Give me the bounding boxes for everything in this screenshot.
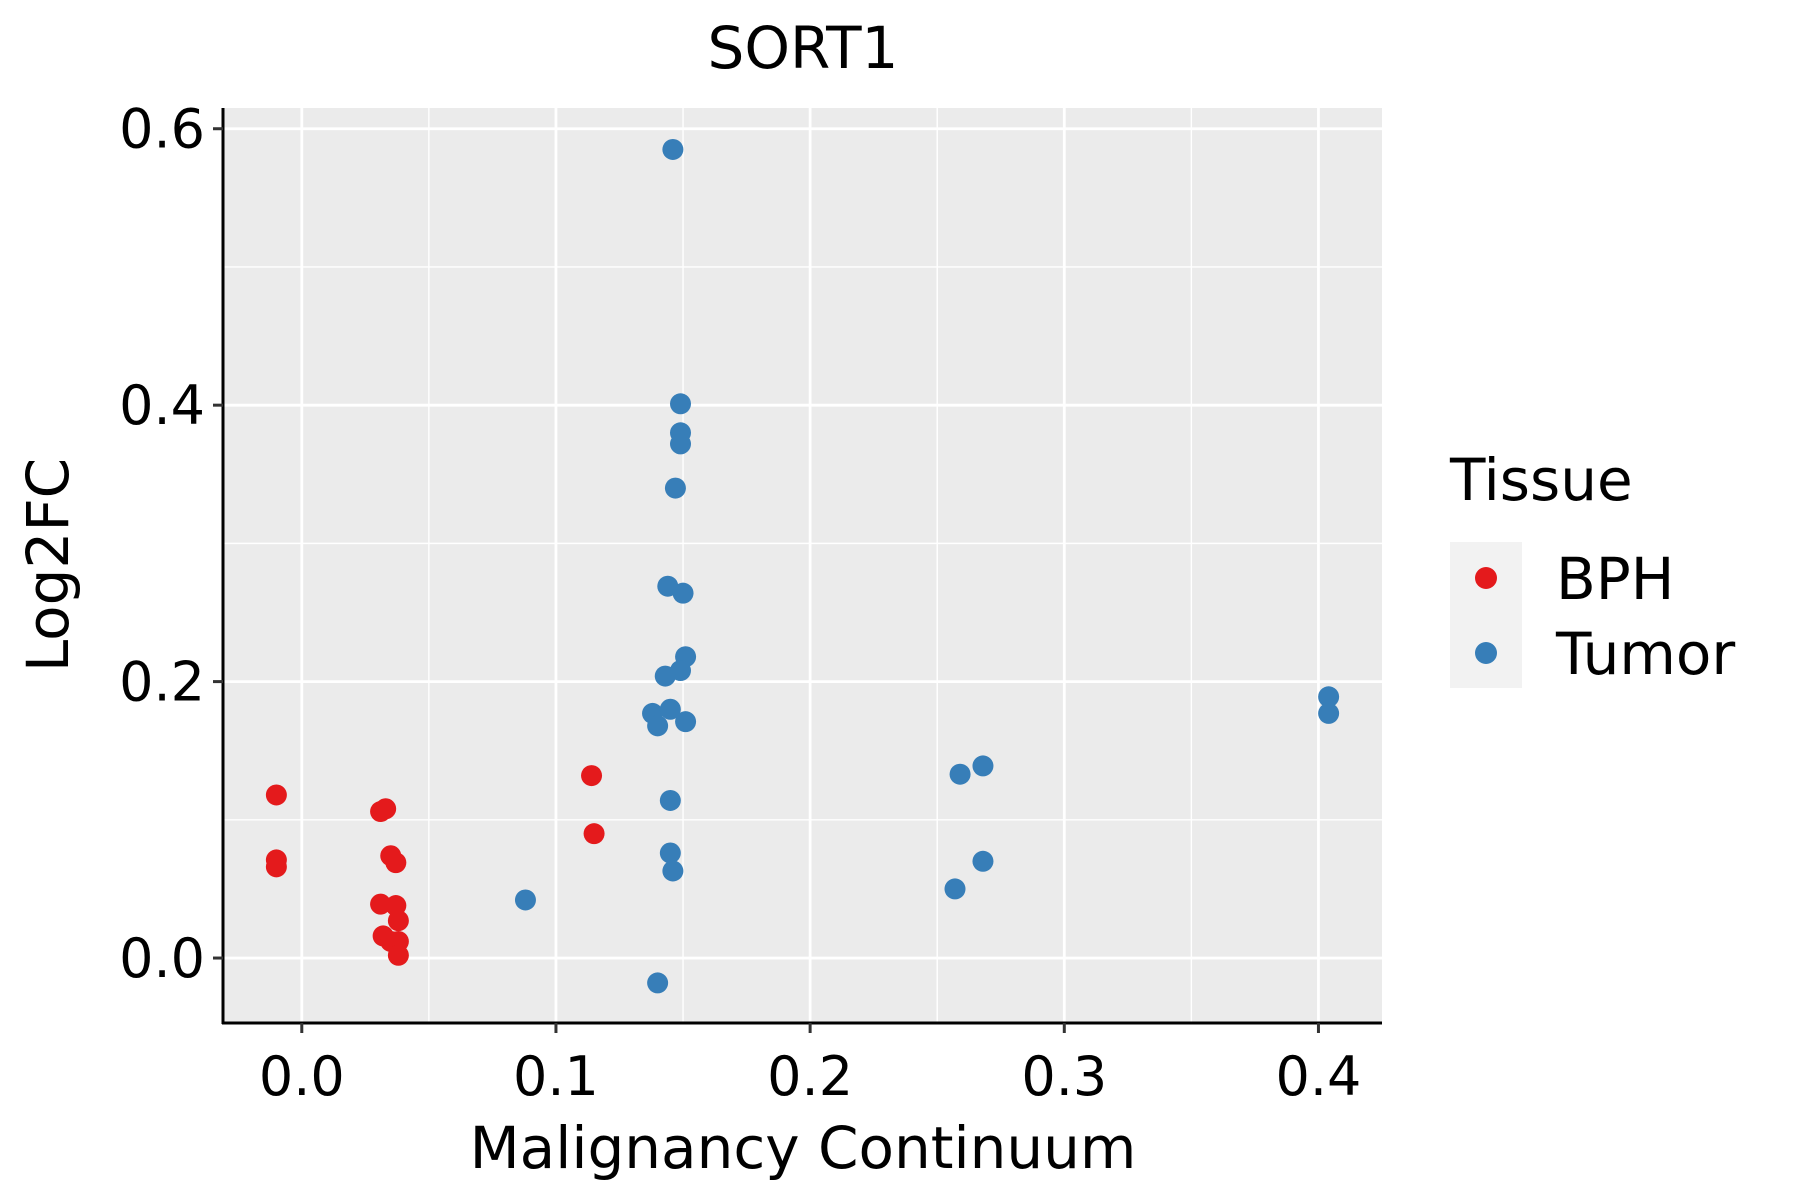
tumor-legend-label: Tumor bbox=[1555, 620, 1735, 688]
tumor-point bbox=[949, 763, 971, 785]
tumor-point bbox=[670, 433, 691, 455]
x-tick-label: 0.1 bbox=[513, 1045, 599, 1108]
bph-point bbox=[387, 944, 409, 966]
tumor-point bbox=[1318, 702, 1340, 724]
tumor-point bbox=[972, 755, 994, 777]
x-tick-label: 0.0 bbox=[259, 1045, 345, 1108]
bph-legend-key bbox=[1475, 567, 1497, 589]
tumor-point bbox=[1318, 686, 1340, 708]
data-points bbox=[265, 138, 1340, 994]
tumor-point bbox=[654, 665, 676, 687]
tumor-point bbox=[664, 477, 686, 499]
y-axis-label: Log2FC bbox=[14, 458, 82, 672]
tumor-point bbox=[675, 711, 697, 733]
x-tick-label: 0.3 bbox=[1021, 1045, 1107, 1108]
x-tick-label: 0.4 bbox=[1276, 1045, 1362, 1108]
y-tick-label: 0.6 bbox=[119, 98, 205, 161]
bph-point bbox=[375, 798, 397, 820]
legend-key-background bbox=[1450, 542, 1522, 688]
tumor-point bbox=[647, 972, 669, 994]
bph-point bbox=[583, 823, 605, 845]
bph-point bbox=[385, 852, 407, 874]
bph-point bbox=[370, 893, 392, 915]
tumor-point bbox=[670, 393, 691, 415]
tumor-legend-key bbox=[1475, 642, 1497, 664]
bph-point bbox=[265, 784, 287, 806]
bph-point bbox=[387, 910, 409, 932]
y-tick-label: 0.4 bbox=[119, 374, 205, 437]
bph-legend-label: BPH bbox=[1556, 545, 1674, 613]
tumor-point bbox=[647, 715, 669, 737]
x-axis-ticks: 0.0 0.1 0.2 0.3 0.4 bbox=[259, 1023, 1362, 1108]
major-gridlines bbox=[223, 108, 1382, 1023]
legend: Tissue BPH Tumor bbox=[1449, 446, 1735, 688]
bph-point bbox=[581, 765, 603, 787]
tumor-point bbox=[659, 698, 681, 720]
tumor-point bbox=[662, 860, 684, 882]
legend-title: Tissue bbox=[1449, 446, 1633, 514]
minor-gridlines bbox=[223, 108, 1382, 1023]
y-tick-label: 0.0 bbox=[119, 927, 205, 990]
chart-title: SORT1 bbox=[708, 14, 899, 82]
y-tick-label: 0.2 bbox=[119, 651, 205, 714]
tumor-point bbox=[659, 842, 681, 864]
tumor-point bbox=[944, 878, 966, 900]
tumor-point bbox=[672, 582, 694, 604]
x-tick-label: 0.2 bbox=[767, 1045, 853, 1108]
x-axis-label: Malignancy Continuum bbox=[470, 1114, 1137, 1182]
bph-point bbox=[265, 856, 287, 878]
tumor-point bbox=[972, 850, 994, 872]
y-axis-ticks: 0.0 0.2 0.4 0.6 bbox=[119, 98, 223, 990]
tumor-point bbox=[662, 138, 684, 160]
plot-panel bbox=[223, 108, 1382, 1023]
tumor-point bbox=[659, 789, 681, 811]
tumor-point bbox=[514, 889, 536, 911]
